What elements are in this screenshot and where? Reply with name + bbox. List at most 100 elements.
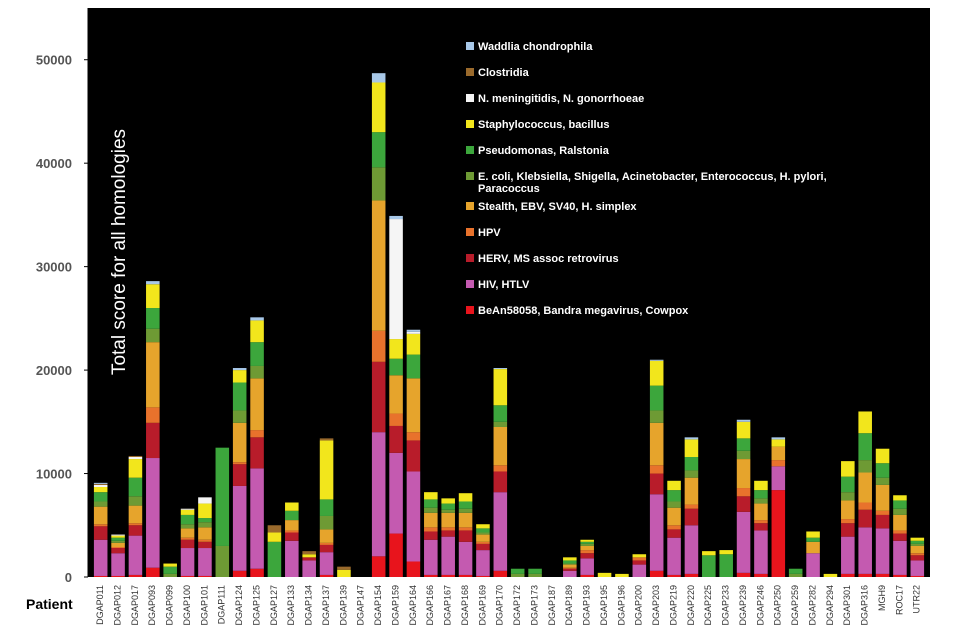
bar-segment-UTR22-6 <box>910 540 925 544</box>
bar-segment-DGAP127-9 <box>267 525 282 533</box>
bar-segment-DGAP239-3 <box>736 488 751 497</box>
bar-segment-DGAP169-0 <box>476 575 490 577</box>
bar-segment-DGAP164-3 <box>406 432 421 441</box>
x-tick-label: DGAP111 <box>217 585 227 624</box>
bar-segment-DGAP159-10 <box>389 215 403 220</box>
bar-segment-DGAP167-1 <box>441 536 455 575</box>
bar-segment-UTR22-1 <box>910 560 925 576</box>
x-tick-label: MGH9 <box>877 585 887 611</box>
x-tick-label: DGAP219 <box>668 585 678 626</box>
bar-segment-DGAP246-0 <box>754 573 768 577</box>
bar-segment-DGAP124-10 <box>232 368 247 371</box>
bars-group <box>93 73 925 577</box>
bar-segment-DGAP017-2 <box>128 525 143 536</box>
bar-segment-DGAP125-2 <box>250 437 264 469</box>
bar-segment-DGAP100-8 <box>180 508 195 510</box>
bar-segment-DGAP316-2 <box>858 509 872 528</box>
legend-label: HIV, HTLV <box>478 279 530 291</box>
bar-segment-DGAP125-7 <box>250 320 264 343</box>
bar-segment-DGAP137-1 <box>319 552 334 575</box>
bar-segment-UTR22-0 <box>910 575 925 577</box>
x-tick-label: DGAP189 <box>564 585 574 626</box>
bar-segment-DGAP170-7 <box>493 369 508 406</box>
bar-segment-DGAP133-1 <box>285 540 299 577</box>
bar-segment-DGAP250-0 <box>771 490 786 577</box>
bar-segment-DGAP219-7 <box>667 480 681 491</box>
y-tick-label: 30000 <box>36 260 72 275</box>
bar-segment-DGAP099-7 <box>163 563 177 567</box>
bar-segment-DGAP170-3 <box>493 465 508 472</box>
bar-segment-MGH9-0 <box>875 573 890 577</box>
bar-segment-DGAP137-0 <box>319 574 334 577</box>
x-tick-label: DGAP193 <box>582 585 592 626</box>
bar-segment-DGAP159-1 <box>389 452 403 534</box>
bar-segment-ROC17-1 <box>893 540 907 575</box>
bar-segment-DGAP246-7 <box>754 480 768 491</box>
bar-segment-DGAP172-5 <box>510 573 525 577</box>
bar-segment-DGAP012-5 <box>111 540 125 543</box>
bar-segment-DGAP233-6 <box>719 554 733 577</box>
bar-segment-DGAP101-4 <box>198 527 212 540</box>
bar-segment-DGAP250-1 <box>771 466 786 491</box>
bar-segment-DGAP203-7 <box>649 360 664 386</box>
bar-segment-DGAP233-7 <box>719 550 733 555</box>
bar-segment-DGAP250-10 <box>771 437 786 440</box>
bar-segment-DGAP159-3 <box>389 413 403 426</box>
bar-segment-DGAP017-1 <box>128 535 143 575</box>
bar-segment-DGAP282-1 <box>806 553 820 577</box>
bar-segment-DGAP239-2 <box>736 496 751 512</box>
bar-segment-DGAP220-3 <box>684 504 699 509</box>
y-tick-label: 10000 <box>36 467 72 482</box>
bar-segment-DGAP239-6 <box>736 438 751 451</box>
bar-segment-DGAP124-6 <box>232 382 247 411</box>
x-tick-label: DGAP124 <box>234 585 244 626</box>
bar-segment-MGH9-1 <box>875 528 890 574</box>
bar-segment-DGAP111-6 <box>215 447 230 546</box>
y-tick-label: 20000 <box>36 363 72 378</box>
bar-segment-DGAP193-5 <box>580 543 594 546</box>
bar-segment-DGAP200-1 <box>632 564 647 577</box>
bar-segment-DGAP219-3 <box>667 525 681 530</box>
bar-segment-DGAP137-6 <box>319 499 334 516</box>
bar-segment-DGAP301-1 <box>841 536 855 574</box>
x-tick-label: DGAP134 <box>304 585 314 626</box>
bar-segment-DGAP011-1 <box>93 539 108 576</box>
bar-segment-DGAP168-2 <box>458 530 473 542</box>
legend-label: Clostridia <box>478 67 530 79</box>
bar-segment-DGAP219-2 <box>667 529 681 538</box>
legend-swatch <box>466 202 474 210</box>
bar-segment-DGAP012-8 <box>111 534 125 536</box>
bar-segment-DGAP167-3 <box>441 527 455 531</box>
bar-segment-DGAP164-10 <box>406 329 421 332</box>
bar-segment-DGAP259-5 <box>788 573 803 577</box>
bar-segment-DGAP164-4 <box>406 378 421 433</box>
bar-segment-DGAP159-6 <box>389 358 403 376</box>
bar-segment-DGAP193-4 <box>580 545 594 551</box>
bar-segment-DGAP012-3 <box>111 547 125 549</box>
bar-segment-DGAP169-7 <box>476 524 490 529</box>
bar-segment-DGAP017-5 <box>128 496 143 506</box>
bar-segment-DGAP169-2 <box>476 543 490 551</box>
bar-segment-DGAP134-2 <box>302 557 316 561</box>
legend-swatch <box>466 94 474 102</box>
bar-segment-DGAP099-5 <box>163 573 177 577</box>
bar-segment-DGAP294-7 <box>823 573 838 577</box>
bar-segment-DGAP012-6 <box>111 537 125 541</box>
bar-segment-DGAP282-7 <box>806 531 820 538</box>
bar-segment-DGAP316-7 <box>858 411 872 434</box>
bar-segment-DGAP012-4 <box>111 542 125 547</box>
x-tick-label: DGAP159 <box>390 585 400 626</box>
bar-segment-DGAP200-3 <box>632 557 647 561</box>
bar-segment-DGAP167-4 <box>441 512 455 528</box>
legend-label: Staphylococcus, bacillus <box>478 119 609 131</box>
bar-segment-DGAP159-4 <box>389 375 403 414</box>
bar-segment-DGAP203-10 <box>649 359 664 361</box>
bar-segment-DGAP189-1 <box>563 570 577 577</box>
bar-segment-DGAP259-6 <box>788 568 803 574</box>
bar-segment-DGAP193-2 <box>580 553 594 559</box>
bar-segment-DGAP011-6 <box>93 492 108 502</box>
bar-segment-DGAP100-3 <box>180 537 195 540</box>
bar-segment-DGAP219-5 <box>667 501 681 508</box>
bar-segment-DGAP124-7 <box>232 370 247 383</box>
bar-segment-DGAP167-0 <box>441 574 455 577</box>
